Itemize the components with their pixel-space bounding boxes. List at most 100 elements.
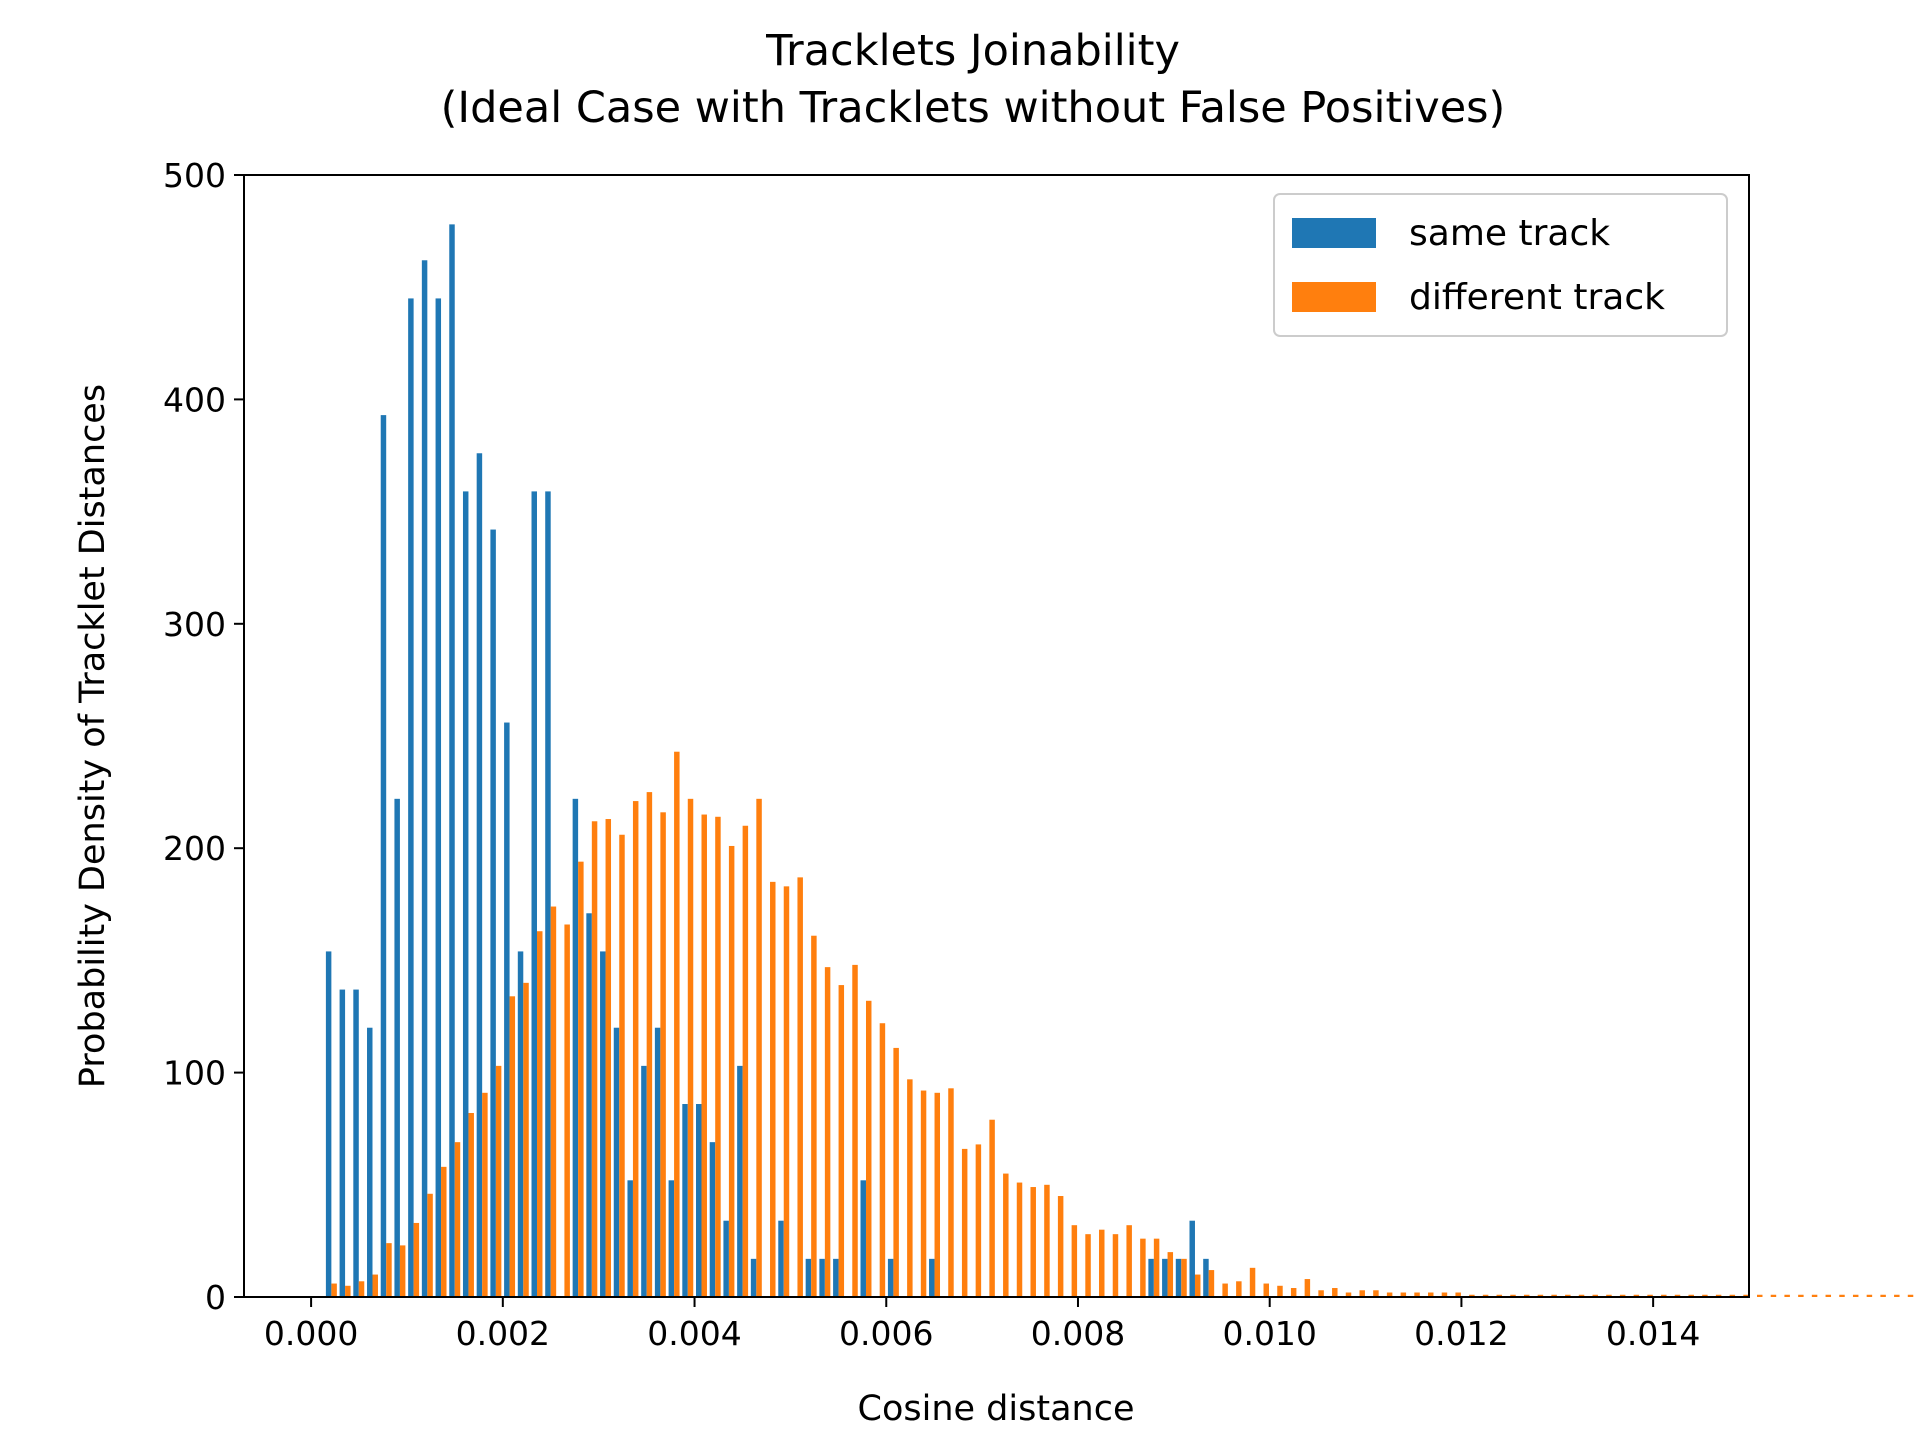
bar-same-track-23 (641, 1065, 647, 1297)
bar-same-track-19 (586, 913, 592, 1297)
bar-same-track-10 (462, 491, 469, 1297)
bar-different-track-59 (1140, 1238, 1146, 1297)
bar-same-track-61 (1162, 1258, 1168, 1297)
bar-same-track-0 (325, 951, 332, 1297)
x-tick-label-2: 0.004 (647, 1314, 741, 1353)
bar-same-track-20 (600, 951, 606, 1297)
bar-different-track-87 (1523, 1294, 1530, 1297)
bar-different-track-112 (1866, 1294, 1873, 1297)
bar-different-track-9 (454, 1142, 461, 1297)
bar-different-track-67 (1249, 1267, 1256, 1297)
bar-same-track-12 (490, 529, 496, 1297)
bar-different-track-45 (948, 1088, 954, 1297)
bar-different-track-101 (1715, 1294, 1722, 1297)
chart-subtitle: (Ideal Case with Tracklets without False… (441, 83, 1506, 133)
bar-different-track-11 (482, 1092, 488, 1297)
bar-different-track-7 (427, 1193, 433, 1297)
bar-same-track-62 (1175, 1258, 1182, 1297)
bar-different-track-82 (1455, 1292, 1461, 1297)
bar-different-track-16 (550, 906, 557, 1297)
bar-different-track-66 (1236, 1281, 1242, 1297)
y-tick-label-5: 500 (163, 156, 226, 195)
bar-different-track-57 (1112, 1234, 1119, 1297)
bar-different-track-47 (975, 1144, 982, 1297)
bar-different-track-44 (934, 1092, 941, 1297)
bar-different-track-76 (1373, 1290, 1379, 1297)
bar-different-track-88 (1537, 1294, 1544, 1297)
x-tick-label-3: 0.006 (839, 1314, 933, 1353)
bar-different-track-33 (783, 886, 790, 1297)
bar-different-track-73 (1332, 1288, 1338, 1297)
y-tick-label-4: 400 (163, 380, 226, 419)
plot-frame (243, 174, 1750, 1298)
bar-different-track-60 (1153, 1238, 1160, 1297)
bar-different-track-92 (1592, 1294, 1598, 1297)
bar-different-track-31 (756, 798, 762, 1297)
bar-different-track-54 (1071, 1225, 1078, 1297)
bar-different-track-55 (1085, 1234, 1091, 1297)
bar-same-track-63 (1189, 1220, 1195, 1297)
bar-different-track-68 (1263, 1283, 1269, 1297)
bar-different-track-62 (1181, 1258, 1187, 1297)
legend-label-same-track: same track (1409, 213, 1610, 254)
bar-different-track-69 (1277, 1285, 1283, 1297)
bar-different-track-99 (1688, 1294, 1694, 1297)
bar-different-track-79 (1414, 1292, 1420, 1297)
bar-different-track-71 (1304, 1279, 1311, 1297)
legend: same track different track (1273, 193, 1728, 337)
bar-different-track-91 (1578, 1294, 1585, 1297)
bar-different-track-19 (591, 821, 598, 1297)
bar-same-track-36 (819, 1258, 825, 1297)
bar-different-track-13 (509, 996, 516, 1297)
bar-same-track-21 (613, 1027, 620, 1297)
bar-different-track-80 (1428, 1292, 1434, 1297)
bar-different-track-108 (1811, 1294, 1818, 1297)
bar-different-track-46 (961, 1148, 968, 1297)
bar-different-track-63 (1194, 1274, 1201, 1297)
bar-different-track-113 (1880, 1294, 1886, 1297)
bar-same-track-37 (833, 1258, 839, 1297)
bar-different-track-15 (537, 931, 543, 1297)
bar-same-track-41 (887, 1258, 894, 1297)
legend-label-different-track: different track (1409, 277, 1665, 318)
bar-same-track-27 (696, 1104, 702, 1297)
bar-same-track-44 (929, 1258, 935, 1297)
bar-different-track-95 (1633, 1294, 1640, 1297)
bar-same-track-28 (709, 1142, 716, 1297)
bar-different-track-30 (742, 825, 749, 1297)
bar-different-track-74 (1345, 1292, 1352, 1297)
y-tick-label-2: 200 (163, 829, 226, 868)
bar-different-track-34 (797, 877, 803, 1297)
bar-different-track-56 (1099, 1229, 1105, 1297)
bar-different-track-96 (1647, 1294, 1653, 1297)
bar-different-track-115 (1907, 1294, 1914, 1297)
bar-same-track-11 (476, 453, 483, 1297)
bar-different-track-38 (852, 964, 858, 1297)
x-axis-label: Cosine distance (858, 1389, 1135, 1429)
bar-same-track-60 (1148, 1258, 1154, 1297)
y-tick-label-0: 0 (205, 1278, 226, 1317)
bar-different-track-39 (865, 1000, 872, 1297)
bar-different-track-14 (523, 982, 529, 1297)
x-tick-label-5: 0.010 (1222, 1314, 1316, 1353)
legend-swatch-same-track (1292, 218, 1376, 248)
bar-different-track-75 (1359, 1290, 1365, 1297)
bar-same-track-39 (860, 1180, 866, 1297)
bar-same-track-3 (367, 1027, 373, 1297)
bar-different-track-83 (1469, 1294, 1475, 1297)
bars-layer (325, 224, 1914, 1297)
bar-different-track-10 (468, 1112, 474, 1297)
bar-different-track-93 (1606, 1294, 1612, 1297)
bar-different-track-64 (1208, 1270, 1215, 1297)
x-tick-label-4: 0.008 (1031, 1314, 1125, 1353)
bar-different-track-85 (1496, 1294, 1503, 1297)
bar-different-track-49 (1003, 1173, 1009, 1297)
bar-same-track-25 (668, 1180, 675, 1297)
bar-different-track-40 (879, 1023, 886, 1297)
bar-different-track-41 (893, 1047, 899, 1297)
bar-different-track-114 (1894, 1294, 1900, 1297)
legend-box (1273, 193, 1728, 337)
bar-same-track-22 (627, 1180, 633, 1297)
bar-same-track-6 (408, 298, 414, 1297)
